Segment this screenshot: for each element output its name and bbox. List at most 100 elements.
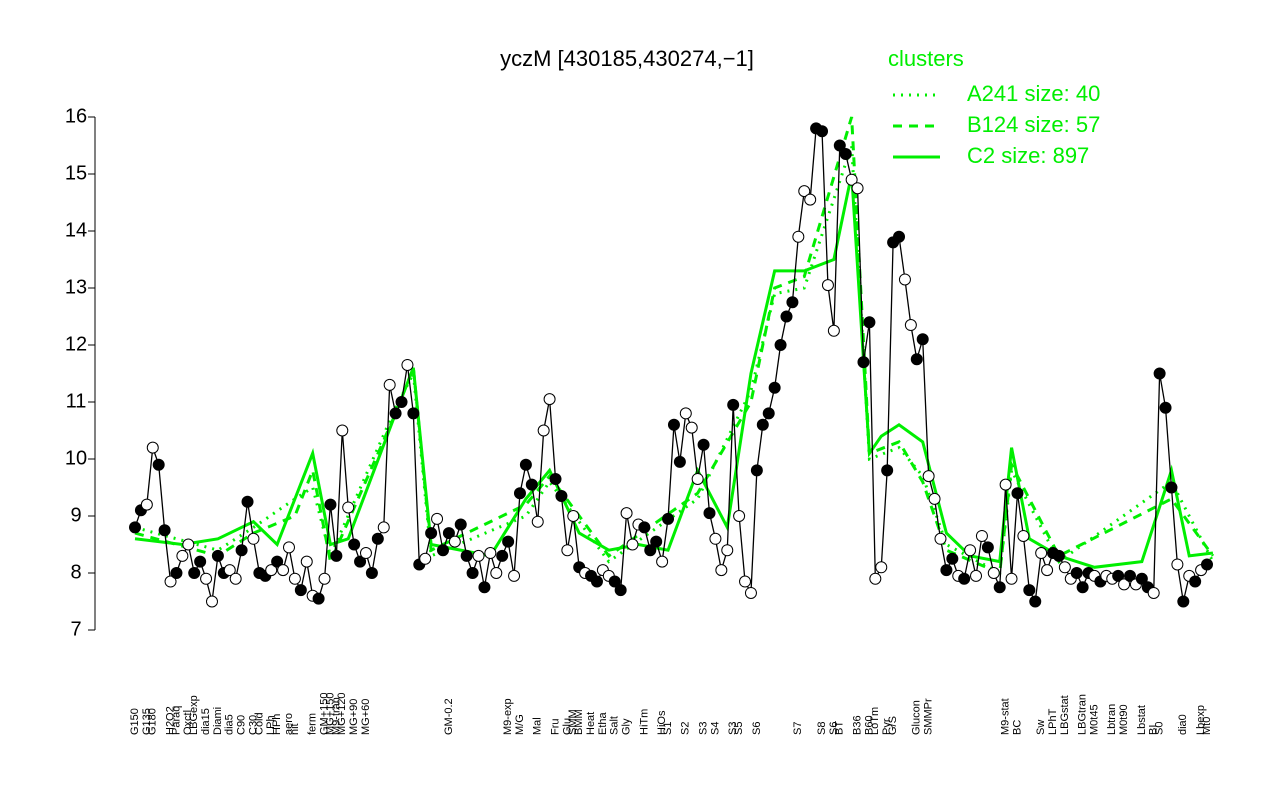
- data-point: [987, 567, 1000, 579]
- x-tick-label: M9-tran: [330, 697, 342, 735]
- x-tick-label: HPh: [271, 714, 283, 735]
- data-point: [1171, 558, 1184, 571]
- data-point: [626, 538, 639, 551]
- data-point: [644, 544, 657, 557]
- data-point: [1029, 595, 1042, 608]
- legend-label: B124 size: 57: [967, 112, 1100, 137]
- data-point: [709, 532, 722, 545]
- data-point: [354, 555, 367, 568]
- data-point: [436, 544, 449, 557]
- data-point: [733, 510, 746, 522]
- data-point: [798, 185, 811, 198]
- x-tick-label: aero: [283, 713, 295, 735]
- chart-title: yczM [430185,430274,−1]: [500, 46, 754, 71]
- data-point: [176, 549, 189, 562]
- data-point: [271, 555, 284, 568]
- data-point: [205, 595, 218, 608]
- x-tick-label: S8: [816, 722, 828, 735]
- data-point: [265, 564, 278, 577]
- data-point: [975, 529, 988, 542]
- data-point: [519, 458, 532, 471]
- data-point: [821, 279, 834, 292]
- x-tick-label: MG+90: [348, 699, 360, 735]
- data-point: [330, 549, 343, 562]
- x-tick-label: B36: [851, 715, 863, 735]
- x-tick-label: LPh: [265, 715, 277, 735]
- x-tick-label: Lbstat: [1136, 705, 1148, 735]
- x-tick-label: Diami: [212, 707, 224, 735]
- x-tick-label: S2: [680, 722, 692, 735]
- x-tick-label: HiTm: [638, 709, 650, 735]
- data-point: [312, 592, 325, 605]
- data-point: [235, 544, 248, 557]
- x-tick-label: MG+120: [336, 693, 348, 736]
- x-tick-label: S3: [697, 722, 709, 735]
- x-tick-label: Lbtran: [1106, 704, 1118, 735]
- data-point: [502, 535, 515, 548]
- data-point: [200, 572, 213, 585]
- x-tick-label: S5: [733, 722, 745, 735]
- data-point: [993, 581, 1006, 594]
- x-tick-label: Lbexp: [1195, 705, 1207, 735]
- data-point: [1135, 572, 1148, 585]
- data-point: [590, 575, 603, 588]
- data-point: [827, 324, 840, 337]
- data-point: [608, 575, 621, 588]
- x-tick-label: MG+60: [360, 699, 372, 735]
- data-point: [300, 555, 313, 568]
- x-tick-label: S1: [662, 722, 674, 735]
- data-point: [1159, 401, 1172, 414]
- data-point: [164, 575, 177, 588]
- data-point: [460, 549, 473, 562]
- data-point: [129, 521, 141, 534]
- x-tick-label: BI: [1148, 725, 1160, 735]
- data-point: [691, 472, 704, 485]
- data-point: [656, 555, 669, 568]
- x-tick-label: M0t90: [1118, 704, 1130, 735]
- data-point: [454, 518, 467, 531]
- data-point: [371, 532, 384, 545]
- data-point: [478, 581, 491, 594]
- x-tick-label: S3: [727, 722, 739, 735]
- x-tick-label: M9-exp: [502, 698, 514, 735]
- data-point: [336, 424, 349, 437]
- data-point: [561, 544, 574, 557]
- data-point: [407, 407, 420, 420]
- x-tick-label: Sw: [1035, 720, 1047, 735]
- data-point: [531, 515, 544, 528]
- y-tick-label: 13: [65, 276, 87, 298]
- x-tick-label: HiOs: [656, 710, 668, 735]
- data-point: [946, 552, 959, 565]
- x-tick-label: Etha: [597, 711, 609, 735]
- data-point: [614, 584, 627, 597]
- data-point: [288, 572, 301, 585]
- x-tick-label: Mt0: [1201, 717, 1213, 735]
- data-point: [555, 490, 568, 503]
- data-point: [472, 549, 485, 562]
- x-tick-label: C90: [236, 715, 248, 735]
- x-tick-label: LBGstat: [1059, 695, 1071, 735]
- y-tick-label: 7: [70, 618, 81, 640]
- x-tick-label: dia0: [1177, 714, 1189, 735]
- y-tick-label: 12: [65, 333, 87, 355]
- data-point: [188, 567, 201, 579]
- data-point: [739, 575, 752, 588]
- data-point: [490, 567, 503, 579]
- data-point: [869, 572, 882, 585]
- x-tick-label: Gly: [620, 718, 632, 735]
- legend-label: A241 size: 40: [967, 81, 1100, 106]
- data-point: [324, 498, 337, 511]
- data-point: [431, 512, 444, 525]
- data-point: [964, 544, 977, 557]
- legend-title: clusters: [888, 46, 964, 71]
- data-point: [1189, 575, 1202, 588]
- data-point: [1177, 595, 1190, 608]
- data-point: [401, 358, 414, 371]
- x-tick-label: BT: [834, 721, 846, 735]
- data-point: [744, 586, 757, 599]
- data-point: [1076, 581, 1089, 594]
- data-point: [620, 507, 633, 520]
- data-point: [715, 564, 728, 577]
- data-point: [685, 421, 698, 434]
- data-point: [756, 418, 769, 431]
